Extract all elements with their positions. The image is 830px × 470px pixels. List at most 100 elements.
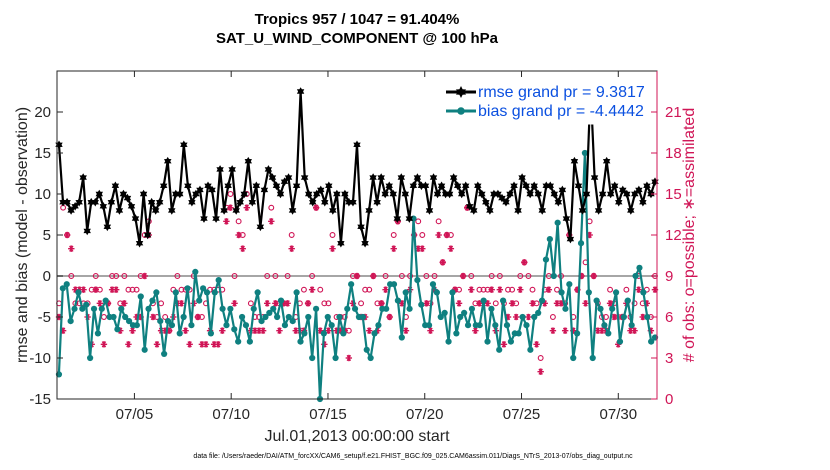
bias-point — [609, 305, 616, 312]
bias-point — [531, 313, 538, 321]
bias-point — [492, 322, 499, 329]
rmse-point — [647, 189, 655, 199]
bias-point — [83, 301, 90, 308]
bias-point — [414, 277, 421, 284]
assimilated-obs-marker — [443, 231, 450, 239]
bias-point — [546, 236, 553, 243]
rmse-point — [369, 173, 377, 182]
possible-obs-marker — [435, 218, 442, 225]
y2-axis-label: # of obs: o=possible; ∗=assimilated — [681, 108, 698, 362]
assimilated-obs-marker — [370, 272, 377, 280]
assimilated-obs-marker — [129, 327, 136, 334]
possible-obs-marker — [133, 286, 140, 293]
x-tick-label: 07/15 — [309, 406, 347, 423]
bias-point — [507, 338, 514, 345]
bias-point — [238, 313, 246, 321]
rmse-point — [95, 189, 103, 199]
possible-obs-marker — [382, 273, 389, 279]
possible-obs-marker — [268, 204, 275, 211]
bias-point — [297, 338, 304, 345]
bias-point — [457, 313, 464, 321]
rmse-point — [91, 197, 99, 207]
rmse-point — [228, 165, 236, 174]
possible-obs-marker — [284, 273, 291, 279]
bias-point — [161, 350, 168, 357]
bias-point — [593, 297, 600, 304]
right-tick-label: 15 — [665, 186, 682, 203]
rmse-point — [546, 181, 554, 191]
assimilated-obs-marker — [582, 300, 589, 307]
rmse-point — [268, 173, 277, 182]
right-tick-label: 0 — [665, 391, 673, 408]
x-tick-label: 07/20 — [406, 406, 444, 423]
possible-obs-marker — [431, 273, 438, 279]
rmse-point — [602, 156, 611, 166]
assimilated-obs-marker — [215, 341, 222, 348]
possible-obs-marker — [321, 300, 328, 307]
rmse-point — [341, 189, 349, 199]
assimilated-obs-marker — [312, 204, 320, 211]
bias-point — [312, 305, 320, 312]
rmse-point — [514, 206, 522, 215]
rmse-point — [590, 173, 599, 182]
bias-point — [122, 313, 129, 321]
bias-point — [445, 338, 452, 345]
rmse-point — [143, 230, 152, 240]
assimilated-obs-marker — [96, 300, 104, 307]
rmse-point — [462, 181, 470, 191]
bias-point — [90, 305, 98, 312]
bias-point — [137, 293, 144, 300]
bias-point — [87, 354, 94, 362]
rmse-point — [643, 181, 651, 191]
possible-obs-marker — [162, 314, 169, 320]
left-tick-label: 0 — [43, 268, 51, 285]
bias-point — [164, 318, 172, 325]
assimilated-obs-marker — [525, 313, 532, 321]
bias-point — [114, 326, 121, 333]
bias-point — [402, 289, 409, 296]
bias-point — [558, 289, 565, 296]
assimilated-obs-marker — [239, 245, 246, 252]
possible-obs-marker — [480, 286, 487, 293]
rmse-point — [272, 181, 281, 191]
bias-point — [605, 330, 612, 337]
bias-point — [601, 322, 608, 329]
rmse-point — [337, 238, 345, 248]
bias-point — [235, 338, 242, 345]
bias-point — [254, 289, 261, 296]
possible-obs-marker — [509, 286, 516, 293]
rmse-point — [135, 238, 144, 248]
rmse-point — [200, 214, 208, 223]
assimilated-obs-marker — [390, 245, 397, 252]
rmse-point — [377, 173, 385, 182]
bias-point — [632, 272, 639, 280]
assimilated-obs-marker — [402, 327, 410, 334]
bias-point — [79, 305, 86, 312]
rmse-point — [115, 206, 124, 215]
rmse-point — [151, 206, 160, 215]
bias-point — [628, 322, 635, 329]
rmse-point — [389, 189, 397, 199]
possible-obs-marker — [517, 273, 524, 279]
rmse-point — [449, 173, 458, 182]
bias-point — [437, 313, 444, 321]
left-tick-label: -5 — [38, 309, 51, 326]
bias-point — [184, 285, 191, 292]
legend-box — [440, 78, 645, 125]
rmse-point — [361, 238, 369, 248]
rmse-point — [240, 189, 248, 199]
rmse-point — [582, 189, 591, 199]
rmse-point — [309, 197, 317, 207]
assimilated-obs-marker — [386, 313, 393, 321]
rmse-point — [405, 214, 414, 223]
legend: rmse grand pr = 9.3817 bias grand pr = -… — [440, 78, 645, 125]
bias-point — [433, 289, 440, 296]
right-y-axis: 0 3 6 9 12 15 18 21 — [651, 71, 682, 408]
bias-point — [246, 338, 253, 345]
right-tick-label: 12 — [665, 227, 682, 244]
possible-obs-marker — [235, 218, 242, 225]
bias-point — [570, 354, 577, 362]
left-tick-label: 10 — [34, 186, 51, 203]
rmse-point — [623, 189, 631, 199]
